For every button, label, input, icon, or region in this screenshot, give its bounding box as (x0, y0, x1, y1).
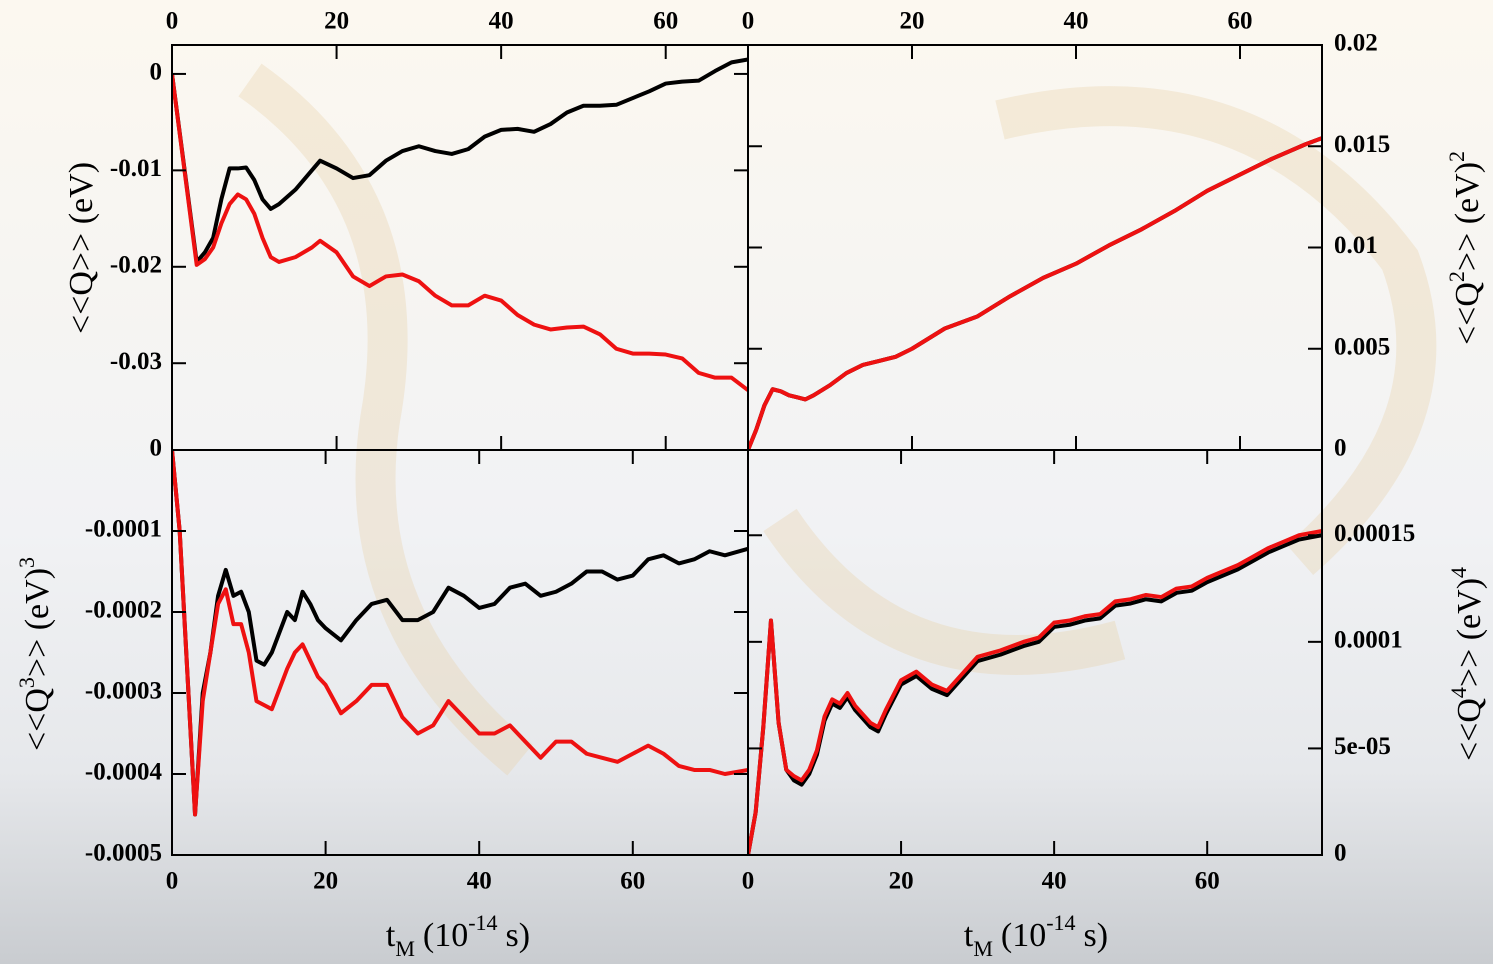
label-part: >> (eV) (19, 568, 56, 677)
label-part: <<Q (19, 688, 56, 751)
label-part: s) (506, 917, 531, 954)
y-axis-label: <<Q2>> (eV)2 (1444, 151, 1486, 345)
label-part: (10 (1001, 917, 1046, 954)
data-line (748, 136, 1322, 450)
x-tick-label: 0 (742, 868, 755, 895)
x-tick-label: 40 (467, 868, 492, 895)
x-tick-label: 60 (653, 8, 678, 35)
label-part: M (395, 936, 415, 961)
x-tick-label: 60 (1195, 868, 1220, 895)
y-tick-label: -0.0003 (85, 678, 162, 705)
label-part: <<Q (1451, 698, 1488, 761)
y-tick-label: 0.01 (1334, 232, 1378, 259)
label-part: 2 (1444, 151, 1469, 162)
label-part: 4 (1446, 687, 1471, 698)
label-part: 4 (1446, 567, 1471, 578)
x-tick-label: 0 (742, 8, 755, 35)
x-tick-label: 20 (900, 8, 925, 35)
data-line (748, 529, 1322, 855)
y-tick-label: 0.00015 (1334, 520, 1415, 547)
x-axis-label: tM (10-14 s) (964, 910, 1108, 961)
x-axis-label: tM (10-14 s) (386, 910, 530, 961)
y-tick-label: -0.0005 (85, 840, 162, 867)
label-part: -14 (1046, 910, 1075, 935)
x-tick-label: 20 (324, 8, 349, 35)
y-tick-label: 0.005 (1334, 333, 1390, 360)
label-part: t (964, 917, 974, 954)
y-tick-label: 0.0001 (1334, 627, 1403, 654)
y-tick-label: -0.01 (110, 155, 162, 182)
x-tick-label: 40 (489, 8, 514, 35)
label-part: 3 (14, 677, 39, 688)
label-part: s) (1084, 917, 1109, 954)
y-axis-label: <<Q>> (eV) (63, 162, 100, 334)
y-tick-label: -0.03 (110, 348, 162, 375)
x-tick-label: 0 (166, 868, 179, 895)
label-part: >> (eV) (1449, 162, 1486, 271)
y-axis-label: <<Q3>> (eV)3 (14, 557, 56, 751)
y-tick-label: 0.015 (1334, 131, 1390, 158)
label-part: >> (eV) (1451, 578, 1488, 687)
y-tick-label: 0.02 (1334, 30, 1378, 57)
y-tick-label: -0.0002 (85, 597, 162, 624)
data-line (172, 73, 748, 392)
y-tick-label: -0.0001 (85, 516, 162, 543)
x-tick-label: 60 (620, 868, 645, 895)
label-part: <<Q>> (eV) (63, 162, 100, 334)
x-tick-label: 20 (313, 868, 338, 895)
data-line (172, 57, 748, 264)
plot-frame (747, 449, 1323, 856)
label-part: (10 (423, 917, 468, 954)
y-tick-label: 0 (1334, 840, 1347, 867)
label-part: 2 (1444, 271, 1469, 282)
x-tick-label: 60 (1228, 8, 1253, 35)
label-part: t (386, 917, 396, 954)
y-tick-label: 0 (150, 59, 163, 86)
y-tick-label: 5e-05 (1334, 733, 1391, 760)
x-tick-label: 0 (166, 8, 179, 35)
panels: 0 -0.01 -0.02 -0.03 0 20 40 60 0 0.005 0.01 0.015 0.… (85, 8, 1415, 895)
y-axis-label: <<Q4>> (eV)4 (1446, 567, 1488, 761)
y-tick-label: 0 (150, 435, 163, 462)
x-tick-label: 20 (889, 868, 914, 895)
data-line (748, 533, 1322, 855)
y-tick-label: -0.0004 (85, 759, 163, 786)
data-line (172, 450, 748, 817)
y-tick-label: 0 (1334, 435, 1347, 462)
label-part: 3 (14, 557, 39, 568)
label-part: -14 (468, 910, 497, 935)
label-part: <<Q (1449, 282, 1486, 345)
label-part: M (973, 936, 993, 961)
x-tick-label: 40 (1042, 868, 1067, 895)
y-tick-label: -0.02 (110, 252, 162, 279)
data-line (172, 450, 748, 817)
x-tick-label: 40 (1064, 8, 1089, 35)
